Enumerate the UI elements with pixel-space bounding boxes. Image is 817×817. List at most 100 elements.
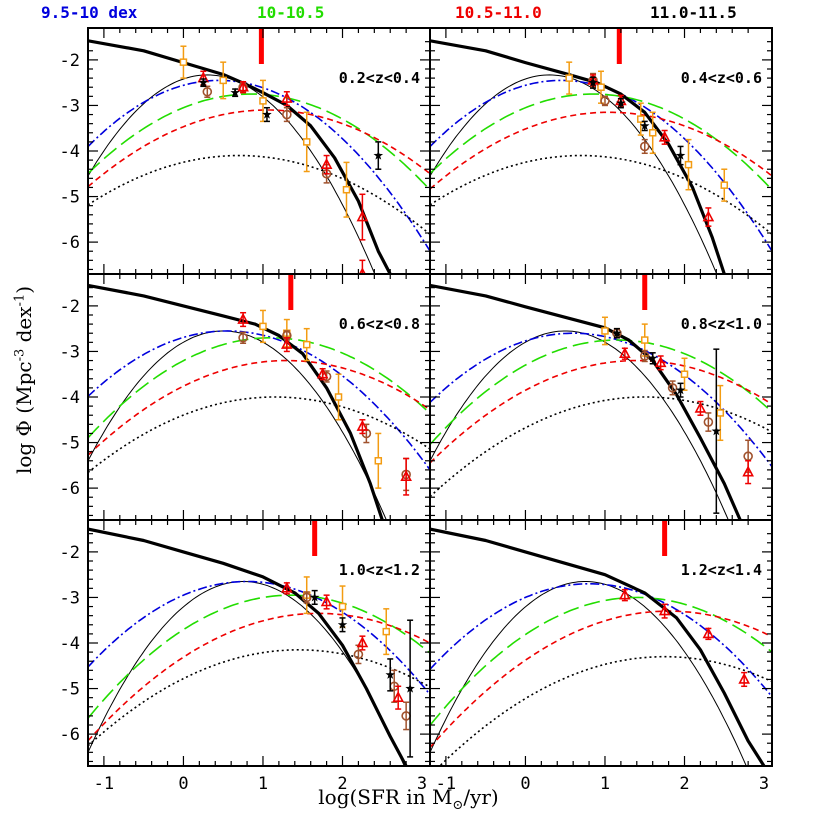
model-curve-black [88,396,430,474]
data-point-square [720,181,729,189]
data-point-triangle [320,595,333,607]
data-point-circle [202,86,213,97]
data-point-star [647,353,658,363]
panel-frame [429,519,773,767]
sfr-limit-marker [288,275,294,310]
legend-mass-10p5-11: 10.5-11.0 [455,3,542,22]
data-point-square [342,185,351,194]
data-point-star [612,328,622,338]
thin-model-line [430,581,747,766]
data-point-square [684,160,693,169]
data-point-circle [238,332,248,343]
data-point-circle [639,141,650,152]
data-point-circle [667,383,678,393]
redshift-label: 0.8<z<1.0 [681,315,762,333]
panel-frame [87,519,431,767]
redshift-label: 0.6<z<0.8 [339,315,420,333]
model-curve-black [430,154,772,235]
panel-6: -1 0 1 2 3 1.2<z<1.4 [429,519,773,794]
y-tick-label: -4 [60,142,80,162]
model-curve-green [88,93,430,191]
data-point-square [219,76,227,85]
data-point-square [338,602,347,611]
x-tick-label: 1 [600,774,610,794]
model-curve-green [88,594,430,719]
panel-2: 0.4<z<0.6 [429,27,773,275]
data-point-square [565,74,573,82]
data-point-triangle [619,347,631,359]
thin-model-line [430,74,718,274]
y-tick-label: -6 [60,725,80,745]
data-point-square [179,58,188,66]
data-point-square [637,115,645,123]
data-point-square [259,97,267,105]
data-point-star [405,683,415,693]
total-model-line [88,527,408,766]
data-point-star [198,77,209,87]
y-tick-label: -6 [60,233,80,253]
model-curve-red [88,109,430,188]
panel-plot-area [88,283,430,520]
x-axis-label: log(SFR in M⊙/yr) [318,785,499,813]
data-point-triangle [702,627,715,639]
model-curve-green [430,596,772,726]
data-point-circle [282,109,292,120]
data-point-triangle [658,130,671,142]
data-point-triangle [742,465,754,477]
model-curve-black [438,655,772,766]
data-point-star [385,669,395,679]
data-point-triangle [654,356,667,368]
x-tick-label: 2 [337,774,347,794]
data-point-square [382,627,391,636]
model-curve-blue [88,330,430,471]
data-point-triangle [320,157,333,169]
data-point-star [675,150,686,160]
model-curve-green [430,339,772,446]
model-curve-blue [430,332,772,468]
data-point-square [334,393,343,401]
model-curve-green [88,337,430,439]
total-model-line [430,283,742,520]
x-tick-label: 0 [520,774,530,794]
model-curve-blue [88,79,430,252]
data-point-circle [353,649,364,660]
panel-plot-area [88,527,441,766]
model-curve-red [430,610,772,748]
data-point-star [337,619,348,629]
model-curve-red [430,359,772,464]
data-point-square [648,129,657,137]
y-tick-label: -2 [60,297,80,317]
data-point-star [230,87,240,97]
x-tick-label: 3 [417,774,427,794]
data-point-triangle [392,690,405,702]
sfr-limit-marker [312,521,318,556]
model-curve-red [430,111,772,190]
data-point-square [435,681,441,687]
data-point-triangle [702,210,715,222]
data-point-square [640,336,649,344]
model-curve-red [88,612,430,742]
y-tick-label: -6 [60,479,80,499]
model-curve-red [88,359,430,456]
data-point-triangle [316,367,329,379]
data-point-circle [301,592,312,603]
total-model-line [88,283,384,520]
y-tick-label: -5 [60,680,80,700]
data-point-triangle [237,80,249,92]
y-tick-label: -4 [60,388,80,408]
panel-1: -2 -3 -4 -5 -6 0.2<z<0.4 [60,27,431,275]
model-curve-blue [88,580,430,696]
panel-plot-area [88,39,430,274]
data-point-triangle [356,636,369,648]
data-point-square [716,409,725,417]
y-tick-label: -3 [60,96,80,116]
sfr-limit-marker [662,521,668,556]
data-point-triangle [619,588,631,600]
x-tick-label: 0 [178,774,188,794]
x-tick-label: -1 [436,774,456,794]
y-tick-label: -5 [60,188,80,208]
data-point-square [302,340,311,349]
data-point-star [588,77,598,87]
data-point-square [302,138,311,146]
redshift-label: 0.4<z<0.6 [681,69,762,87]
